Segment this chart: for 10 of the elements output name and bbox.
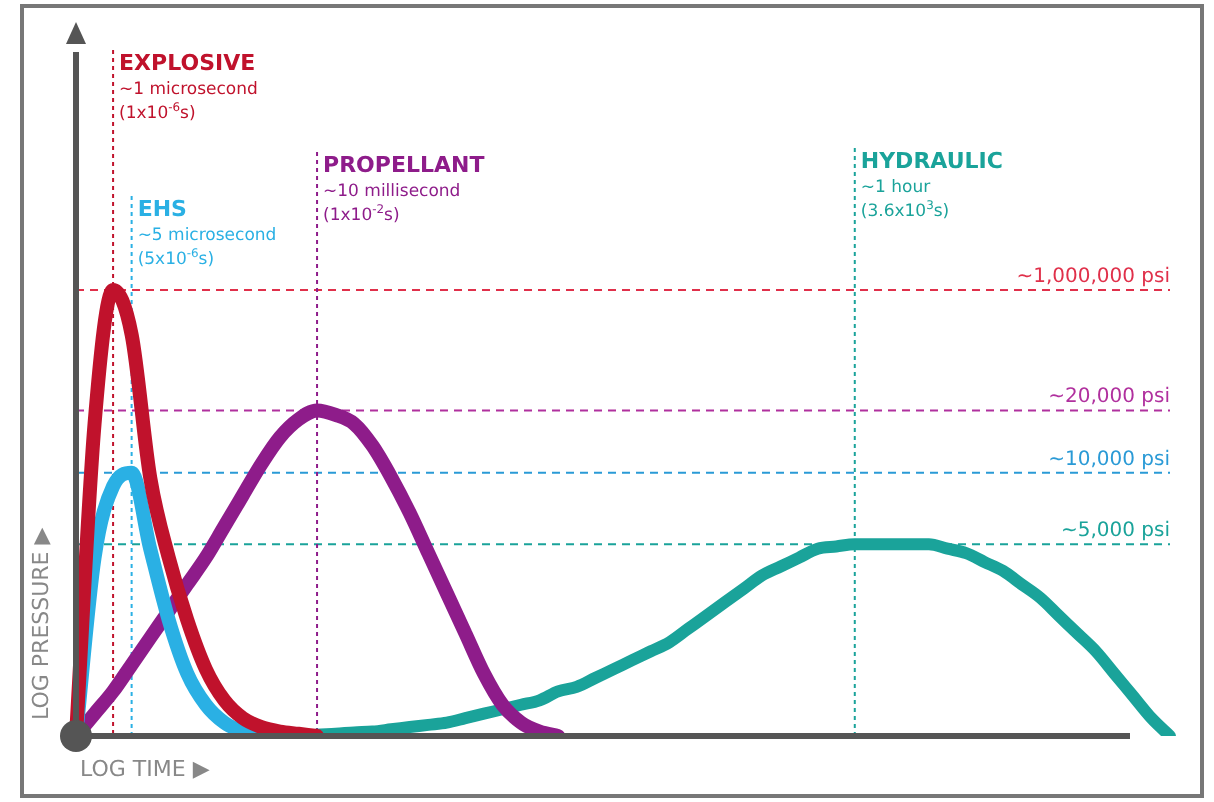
text: EXPLOSIVE	[119, 50, 256, 76]
y-axis-title: LOG PRESSURE ▶	[28, 526, 54, 720]
text: HYDRAULIC	[860, 148, 1003, 174]
ref-line-label: ~20,000 psi	[1048, 386, 1170, 409]
ref-line-label: ~10,000 psi	[1048, 448, 1170, 471]
x-axis-title: LOG TIME ▶	[80, 756, 211, 782]
ref-line-label: ~5,000 psi	[1060, 520, 1170, 543]
text: EHS	[137, 196, 188, 222]
ref-line-label: ~1,000,000 psi	[1016, 266, 1170, 288]
text: PROPELLANT	[323, 152, 486, 178]
